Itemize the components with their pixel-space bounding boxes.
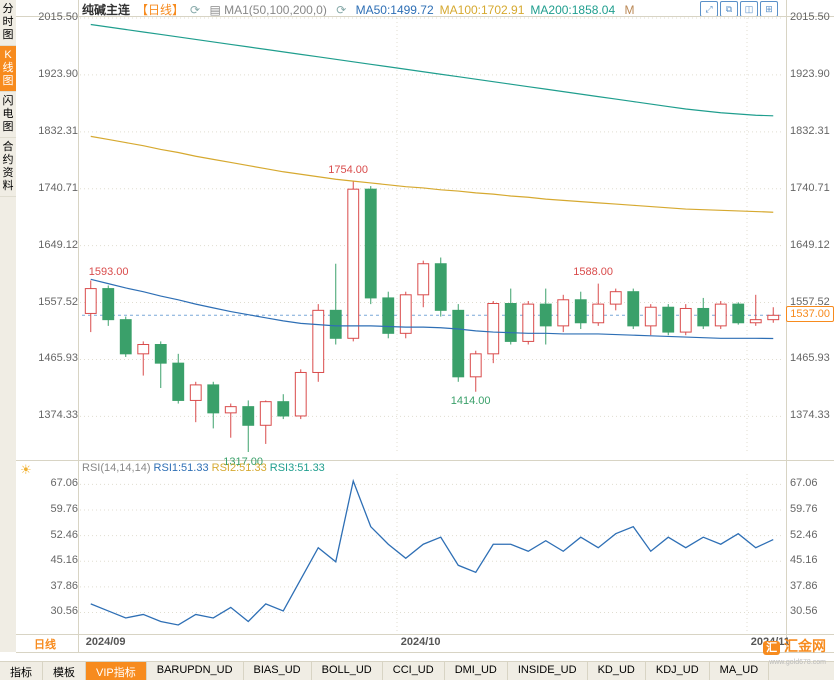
x-tick: 2024/10 [401, 636, 441, 648]
price-annotation: 1593.00 [89, 266, 129, 278]
rsi-header: RSI(14,14,14) RSI1:51.33 RSI2:51.33 RSI3… [82, 462, 325, 474]
indicator-tab[interactable]: BIAS_UD [244, 662, 312, 680]
sun-icon[interactable]: ☀ [20, 462, 32, 478]
indicator-tab[interactable]: CCI_UD [383, 662, 445, 680]
indicator-tab[interactable]: BOLL_UD [312, 662, 383, 680]
indicator-tab[interactable]: KDJ_UD [646, 662, 710, 680]
indicator-tab[interactable]: DMI_UD [445, 662, 508, 680]
indicator-tab[interactable]: 指标 [0, 662, 43, 680]
xaxis-period: 日线 [34, 636, 56, 652]
price-annotation: 1588.00 [573, 266, 613, 278]
price-annotation: 1754.00 [328, 164, 368, 176]
last-price: 1537.00 [786, 306, 834, 322]
indicator-tab[interactable]: INSIDE_UD [508, 662, 588, 680]
price-annotation: 1414.00 [451, 395, 491, 407]
brand-url: www.gold678.com [769, 659, 826, 666]
chart-svg [0, 0, 834, 680]
indicator-tabs: 指标模板VIP指标BARUPDN_UDBIAS_UDBOLL_UDCCI_UDD… [0, 661, 834, 680]
indicator-tab[interactable]: KD_UD [588, 662, 646, 680]
brand-logo: 汇 汇金网 [763, 636, 826, 656]
indicator-tab[interactable]: VIP指标 [86, 662, 147, 680]
indicator-tab[interactable]: MA_UD [710, 662, 770, 680]
x-tick: 2024/09 [86, 636, 126, 648]
indicator-tab[interactable]: BARUPDN_UD [147, 662, 244, 680]
indicator-tab[interactable]: 模板 [43, 662, 86, 680]
